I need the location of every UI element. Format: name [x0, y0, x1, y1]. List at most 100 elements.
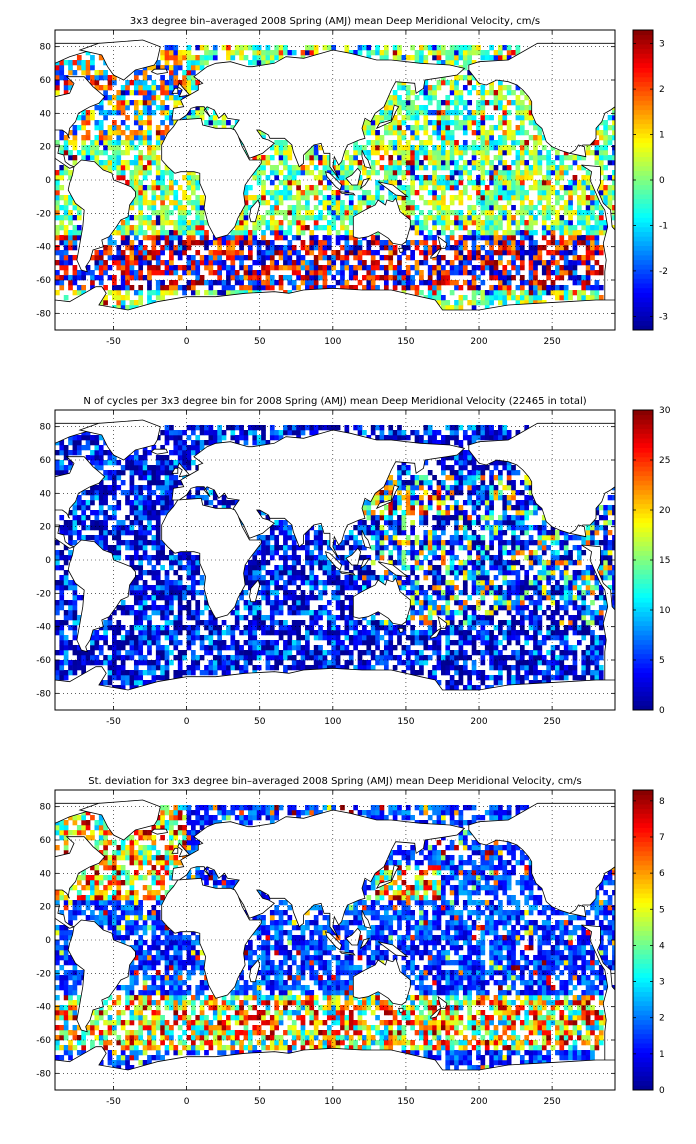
heatmap-cell [209, 665, 214, 670]
heatmap-cell [244, 215, 249, 220]
heatmap-cell [279, 630, 284, 635]
heatmap-cell [480, 205, 485, 210]
heatmap-cell [546, 275, 551, 280]
heatmap-cell [270, 215, 275, 220]
heatmap-cell [581, 260, 586, 265]
heatmap-cell [195, 590, 200, 595]
heatmap-cell [138, 230, 143, 235]
heatmap-cell [178, 210, 183, 215]
heatmap-cell [143, 465, 148, 470]
heatmap-cell [266, 50, 271, 55]
heatmap-cell [472, 230, 477, 235]
heatmap-cell [305, 205, 310, 210]
heatmap-cell [182, 250, 187, 255]
heatmap-cell [209, 250, 214, 255]
heatmap-cell [165, 125, 170, 130]
heatmap-cell [516, 210, 521, 215]
heatmap-cell [134, 180, 139, 185]
heatmap-cell [472, 250, 477, 255]
heatmap-cell [384, 255, 389, 260]
heatmap-cell [64, 270, 69, 275]
heatmap-cell [130, 525, 135, 530]
heatmap-cell [595, 280, 600, 285]
heatmap-cell [86, 155, 91, 160]
heatmap-cell [296, 605, 301, 610]
heatmap-cell [200, 45, 205, 50]
heatmap-cell [480, 255, 485, 260]
heatmap-cell [59, 645, 64, 650]
heatmap-cell [423, 250, 428, 255]
heatmap-cell [108, 110, 113, 115]
heatmap-cell [450, 100, 455, 105]
colorbar-swatch [633, 278, 653, 283]
heatmap-cell [121, 170, 126, 175]
heatmap-cell [112, 655, 117, 660]
heatmap-cell [77, 450, 82, 455]
heatmap-cell [187, 445, 192, 450]
heatmap-cell [437, 230, 442, 235]
heatmap-cell [270, 625, 275, 630]
heatmap-cell [296, 595, 301, 600]
heatmap-cell [156, 170, 161, 175]
heatmap-cell [103, 250, 108, 255]
heatmap-cell [314, 265, 319, 270]
heatmap-cell [340, 165, 345, 170]
heatmap-cell [261, 155, 266, 160]
heatmap-cell [476, 50, 481, 55]
heatmap-cell [103, 540, 108, 545]
heatmap-cell [213, 270, 218, 275]
heatmap-cell [55, 140, 60, 145]
colorbar-swatch [633, 264, 653, 269]
heatmap-cell [489, 85, 494, 90]
heatmap-cell [511, 235, 516, 240]
heatmap-cell [222, 665, 227, 670]
heatmap-cell [283, 215, 288, 220]
heatmap-cell [64, 620, 69, 625]
heatmap-cell [112, 485, 117, 490]
heatmap-cell [81, 120, 86, 125]
heatmap-cell [108, 645, 113, 650]
heatmap-cell [502, 300, 507, 305]
heatmap-cell [384, 145, 389, 150]
heatmap-cell [551, 270, 556, 275]
heatmap-cell [266, 270, 271, 275]
heatmap-cell [445, 180, 450, 185]
heatmap-cell [134, 670, 139, 675]
heatmap-cell [173, 640, 178, 645]
heatmap-cell [138, 555, 143, 560]
heatmap-cell [99, 490, 104, 495]
heatmap-cell [147, 540, 152, 545]
heatmap-cell [573, 275, 578, 280]
heatmap-cell [305, 225, 310, 230]
heatmap-cell [73, 590, 78, 595]
heatmap-cell [143, 175, 148, 180]
heatmap-cell [599, 250, 604, 255]
heatmap-cell [423, 125, 428, 130]
heatmap-cell [55, 275, 60, 280]
heatmap-cell [138, 565, 143, 570]
heatmap-cell [428, 150, 433, 155]
heatmap-cell [244, 55, 249, 60]
heatmap-cell [380, 155, 385, 160]
heatmap-cell [494, 95, 499, 100]
heatmap-cell [138, 635, 143, 640]
heatmap-cell [402, 120, 407, 125]
heatmap-cell [568, 250, 573, 255]
heatmap-cell [230, 430, 235, 435]
heatmap-cell [283, 570, 288, 575]
heatmap-cell [283, 530, 288, 535]
heatmap-cell [520, 160, 525, 165]
heatmap-cell [480, 150, 485, 155]
heatmap-cell [301, 650, 306, 655]
heatmap-cell [68, 665, 73, 670]
heatmap-cell [599, 130, 604, 135]
heatmap-cell [287, 625, 292, 630]
heatmap-cell [64, 260, 69, 265]
heatmap-cell [494, 265, 499, 270]
heatmap-cell [191, 230, 196, 235]
heatmap-cell [248, 285, 253, 290]
heatmap-cell [64, 600, 69, 605]
heatmap-cell [327, 640, 332, 645]
heatmap-cell [143, 535, 148, 540]
colorbar-tick-label: -1 [659, 221, 668, 231]
